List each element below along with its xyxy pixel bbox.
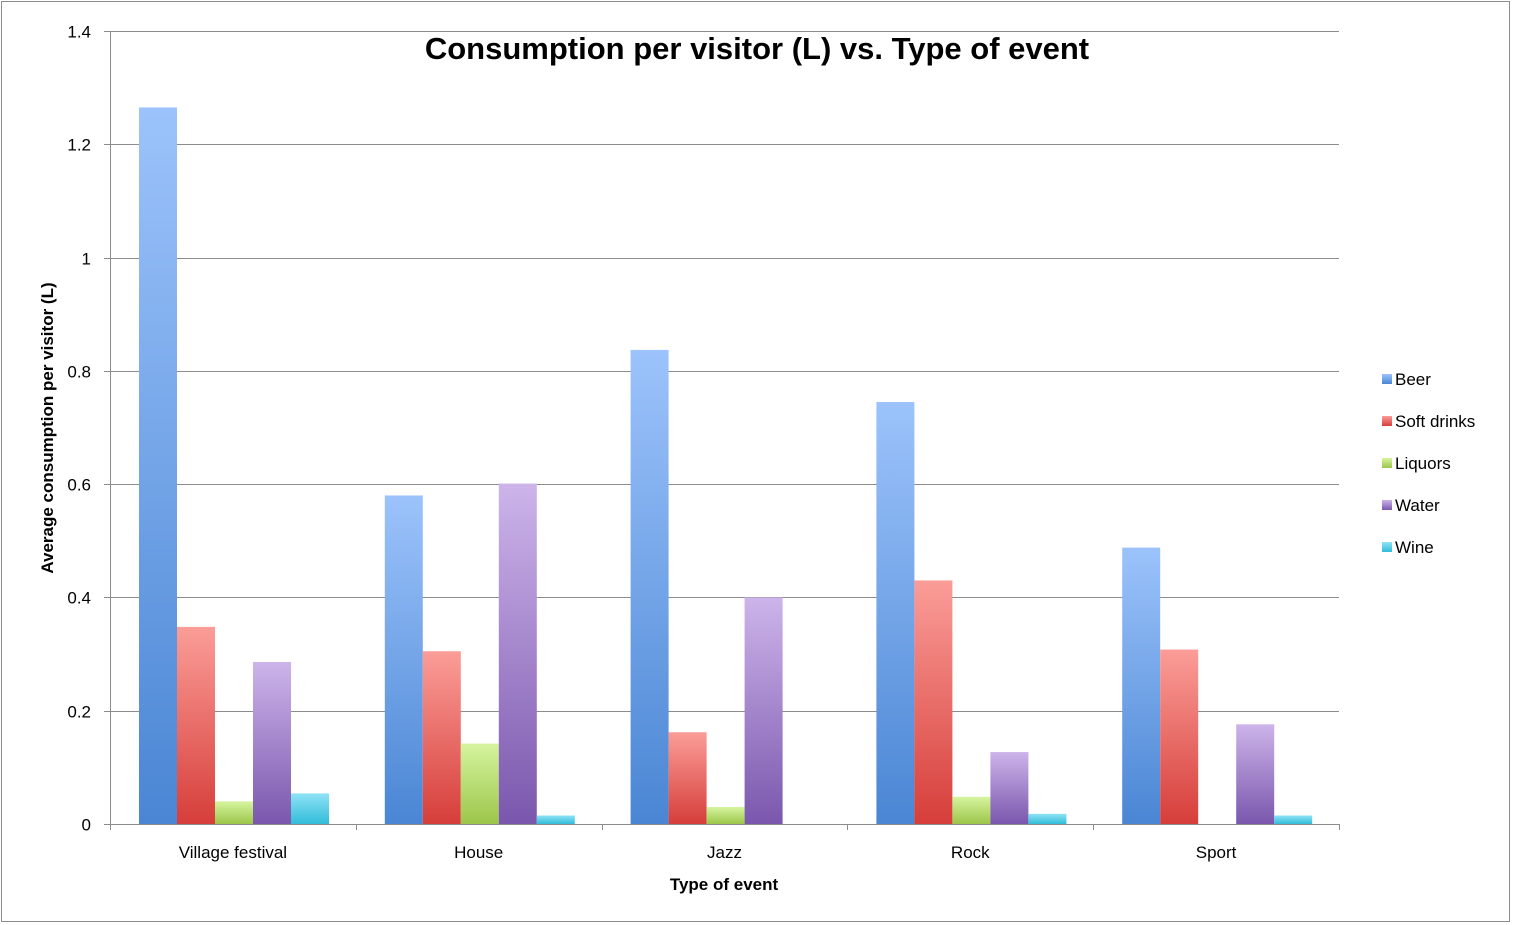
- legend: Beer Soft drinks Liquors Water Wine: [1382, 370, 1475, 557]
- y-tick-label: 1.4: [67, 23, 91, 42]
- x-tick-label: Jazz: [707, 843, 742, 862]
- bar-beer: [384, 495, 423, 824]
- bar-water: [990, 752, 1029, 824]
- legend-swatch: [1382, 416, 1392, 426]
- bar-beer: [139, 107, 177, 825]
- x-tick-label: Village festival: [179, 843, 287, 862]
- bar-soft-drinks: [422, 651, 461, 824]
- bar-beer: [876, 402, 915, 824]
- bar-wine: [291, 793, 329, 824]
- x-axis-title: Type of event: [670, 875, 779, 894]
- x-tick-label: Sport: [1196, 843, 1237, 862]
- bar-soft-drinks: [1160, 649, 1199, 824]
- bar-soft-drinks: [668, 732, 707, 824]
- y-tick-label: 1: [82, 250, 91, 269]
- bar-liquors: [215, 801, 253, 824]
- y-tick-label: 0: [82, 816, 91, 835]
- y-tick-label: 0.8: [67, 363, 91, 382]
- bar-beer: [1122, 547, 1161, 824]
- legend-label: Beer: [1395, 370, 1431, 389]
- y-tick-label: 1.2: [67, 136, 91, 155]
- y-tick-label: 0.6: [67, 476, 91, 495]
- x-tick-label: House: [454, 843, 503, 862]
- y-axis-title: Average consumption per visitor (L): [38, 282, 57, 573]
- bars: [139, 107, 1313, 825]
- bar-wine: [1274, 815, 1313, 824]
- bar-soft-drinks: [914, 580, 953, 824]
- legend-label: Soft drinks: [1395, 412, 1475, 431]
- legend-swatch: [1382, 542, 1392, 552]
- chart-title: Consumption per visitor (L) vs. Type of …: [425, 31, 1089, 66]
- bar-wine: [1028, 813, 1067, 824]
- legend-label: Water: [1395, 496, 1440, 515]
- x-tick-label: Rock: [951, 843, 990, 862]
- bar-wine: [536, 815, 575, 824]
- y-tick-label: 0.4: [67, 589, 91, 608]
- bar-water: [1236, 724, 1275, 824]
- bar-water: [253, 662, 291, 824]
- bar-water: [744, 597, 783, 824]
- legend-swatch: [1382, 458, 1392, 468]
- legend-swatch: [1382, 374, 1392, 384]
- bar-liquors: [460, 743, 499, 824]
- legend-label: Wine: [1395, 538, 1434, 557]
- legend-swatch: [1382, 500, 1392, 510]
- axes: 0 0.2 0.4 0.6 0.8 1 1.2 1.4 Village festival Hous…: [67, 23, 1340, 862]
- legend-label: Liquors: [1395, 454, 1451, 473]
- y-tick-label: 0.2: [67, 703, 91, 722]
- bar-liquors: [952, 796, 991, 824]
- bar-liquors: [706, 807, 745, 824]
- bar-beer: [630, 349, 669, 824]
- bar-water: [498, 483, 537, 824]
- gridlines: [110, 31, 1339, 712]
- bar-soft-drinks: [177, 626, 215, 824]
